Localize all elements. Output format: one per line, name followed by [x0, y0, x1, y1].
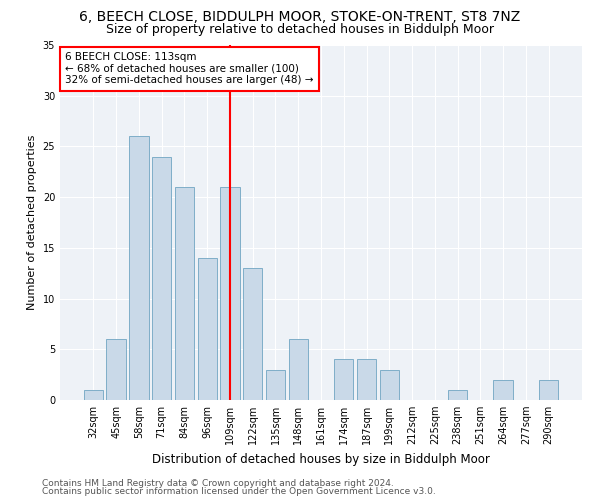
Bar	[152, 156, 172, 400]
Bar	[357, 360, 376, 400]
Bar	[175, 187, 194, 400]
Bar	[334, 360, 353, 400]
Bar	[493, 380, 513, 400]
Bar	[266, 370, 285, 400]
Bar	[243, 268, 262, 400]
Bar	[84, 390, 103, 400]
Bar	[448, 390, 467, 400]
Text: 6 BEECH CLOSE: 113sqm
← 68% of detached houses are smaller (100)
32% of semi-det: 6 BEECH CLOSE: 113sqm ← 68% of detached …	[65, 52, 314, 86]
Bar	[106, 339, 126, 400]
Bar	[380, 370, 399, 400]
Bar	[197, 258, 217, 400]
X-axis label: Distribution of detached houses by size in Biddulph Moor: Distribution of detached houses by size …	[152, 452, 490, 466]
Text: Size of property relative to detached houses in Biddulph Moor: Size of property relative to detached ho…	[106, 22, 494, 36]
Text: Contains HM Land Registry data © Crown copyright and database right 2024.: Contains HM Land Registry data © Crown c…	[42, 478, 394, 488]
Text: 6, BEECH CLOSE, BIDDULPH MOOR, STOKE-ON-TRENT, ST8 7NZ: 6, BEECH CLOSE, BIDDULPH MOOR, STOKE-ON-…	[79, 10, 521, 24]
Y-axis label: Number of detached properties: Number of detached properties	[27, 135, 37, 310]
Text: Contains public sector information licensed under the Open Government Licence v3: Contains public sector information licen…	[42, 487, 436, 496]
Bar	[289, 339, 308, 400]
Bar	[539, 380, 558, 400]
Bar	[129, 136, 149, 400]
Bar	[220, 187, 239, 400]
